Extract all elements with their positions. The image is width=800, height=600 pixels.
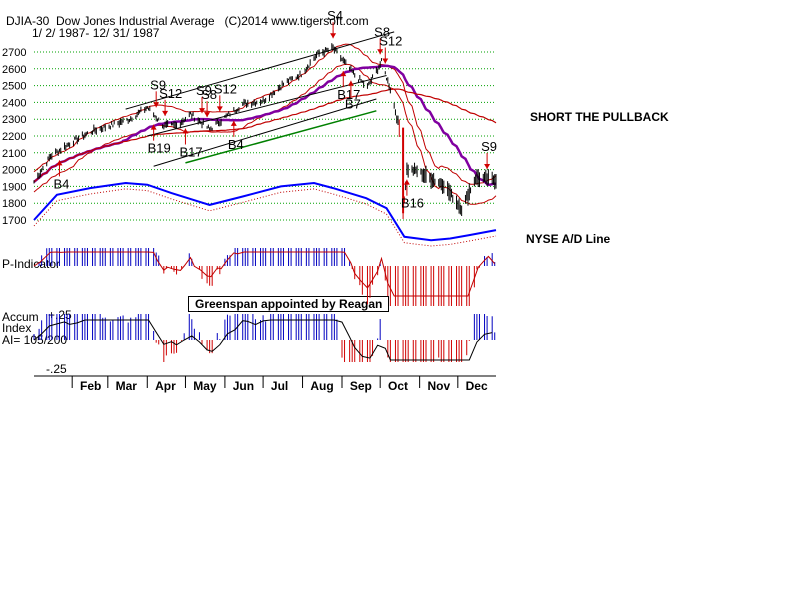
ad-line bbox=[33, 181, 497, 247]
signal-arrow-head bbox=[56, 160, 63, 166]
support-line bbox=[153, 98, 377, 167]
price-y-axis: 1700 1800 1900 2000 2100 2200 2300 2400 2500 2600… bbox=[2, 47, 26, 227]
y-tick-label: 2100 bbox=[2, 148, 26, 160]
y-tick-label: 2700 bbox=[2, 47, 26, 59]
price-overlays bbox=[33, 31, 497, 205]
signal-label: S9 bbox=[150, 77, 166, 92]
signal-arrow-head bbox=[230, 120, 237, 126]
y-tick-label: 2600 bbox=[2, 64, 26, 76]
month-label: Dec bbox=[466, 379, 488, 393]
signal-arrow-head bbox=[199, 108, 205, 114]
signal-label: B4 bbox=[53, 176, 69, 191]
signal-arrow-head bbox=[484, 163, 491, 169]
accum-ma bbox=[33, 319, 493, 361]
trend-channel-lower bbox=[147, 75, 387, 137]
y-tick-label: 1800 bbox=[2, 198, 26, 210]
signal-label: S12 bbox=[379, 34, 402, 49]
signal-label: B16 bbox=[401, 196, 424, 211]
chart-header-dates: 1/ 2/ 1987- 12/ 31/ 1987 bbox=[32, 26, 160, 40]
month-label: Nov bbox=[427, 379, 450, 393]
signal-arrow-head bbox=[403, 179, 410, 185]
y-tick-label: 2300 bbox=[2, 114, 26, 126]
signal-label: S12 bbox=[159, 86, 182, 101]
short-the-pullback-note: SHORT THE PULLBACK bbox=[530, 110, 669, 124]
signal-arrow-head bbox=[216, 106, 223, 112]
signal-label: S8 bbox=[201, 87, 217, 102]
month-label: Aug bbox=[310, 379, 333, 393]
p-indicator-label: P-Indicator bbox=[2, 257, 61, 271]
month-label: Feb bbox=[80, 379, 101, 393]
chart-header-title: DJIA-30 Dow Jones Industrial Average (C)… bbox=[6, 14, 369, 28]
trend-channel-upper bbox=[125, 31, 395, 110]
signal-label: B17 bbox=[337, 87, 360, 102]
signal-label: B17 bbox=[179, 145, 202, 160]
accum-label-1: Accum bbox=[2, 310, 39, 324]
ma-200-line bbox=[33, 88, 497, 183]
accum-label-2: Index bbox=[2, 321, 32, 335]
month-label: Sep bbox=[350, 379, 372, 393]
nyse-ad-line-label: NYSE A/D Line bbox=[526, 232, 611, 246]
p-indicator-ma bbox=[33, 251, 496, 297]
signal-label: S9 bbox=[196, 83, 212, 98]
signal-arrow-head bbox=[153, 102, 160, 108]
month-label: Jul bbox=[271, 379, 288, 393]
signal-arrow-head bbox=[382, 58, 389, 64]
ad-ma-line bbox=[33, 188, 497, 247]
greenspan-annotation: Greenspan appointed by Reagan bbox=[188, 296, 390, 312]
signal-arrow-head bbox=[162, 110, 169, 116]
y-tick-label: 2200 bbox=[2, 131, 26, 143]
ad-line-path bbox=[33, 181, 497, 242]
signal-arrow-head bbox=[377, 49, 384, 55]
month-axis: Feb Mar Apr May Jun Jul Aug Sep Oct Nov Dec bbox=[34, 375, 496, 393]
accum-index-panel bbox=[33, 314, 496, 362]
signal-label: B7 bbox=[345, 97, 361, 112]
y-tick-label: 2400 bbox=[2, 97, 26, 109]
price-bars bbox=[33, 43, 497, 219]
signal-arrow-head bbox=[182, 128, 189, 134]
accum-label-3: AI= 105/200 bbox=[2, 333, 68, 347]
signal-label: S12 bbox=[214, 81, 237, 96]
y-tick-label: 2500 bbox=[2, 81, 26, 93]
signal-label: B19 bbox=[148, 141, 171, 156]
month-label: Jun bbox=[233, 379, 254, 393]
y-tick-label: 1900 bbox=[2, 181, 26, 193]
month-label: May bbox=[193, 379, 217, 393]
p-indicator-panel bbox=[33, 248, 496, 306]
signal-arrow-head bbox=[347, 80, 354, 86]
signal-label: S4 bbox=[327, 8, 343, 23]
month-label: Mar bbox=[116, 379, 138, 393]
y-tick-label: 1700 bbox=[2, 215, 26, 227]
y-tick-label: 2000 bbox=[2, 165, 26, 177]
price-grid bbox=[34, 51, 496, 221]
signal-arrow-head bbox=[340, 71, 347, 77]
signal-arrow-head bbox=[150, 124, 157, 130]
signal-arrow-head bbox=[330, 33, 337, 39]
signal-label: S8 bbox=[374, 24, 390, 39]
month-label: Oct bbox=[388, 379, 408, 393]
signal-label: B4 bbox=[228, 137, 244, 152]
month-label: Apr bbox=[155, 379, 176, 393]
green-trend-line bbox=[185, 110, 377, 164]
signal-label: S9 bbox=[481, 139, 497, 154]
accum-bottom-tick: -.25 bbox=[46, 362, 67, 376]
signal-arrow-head bbox=[204, 112, 211, 118]
